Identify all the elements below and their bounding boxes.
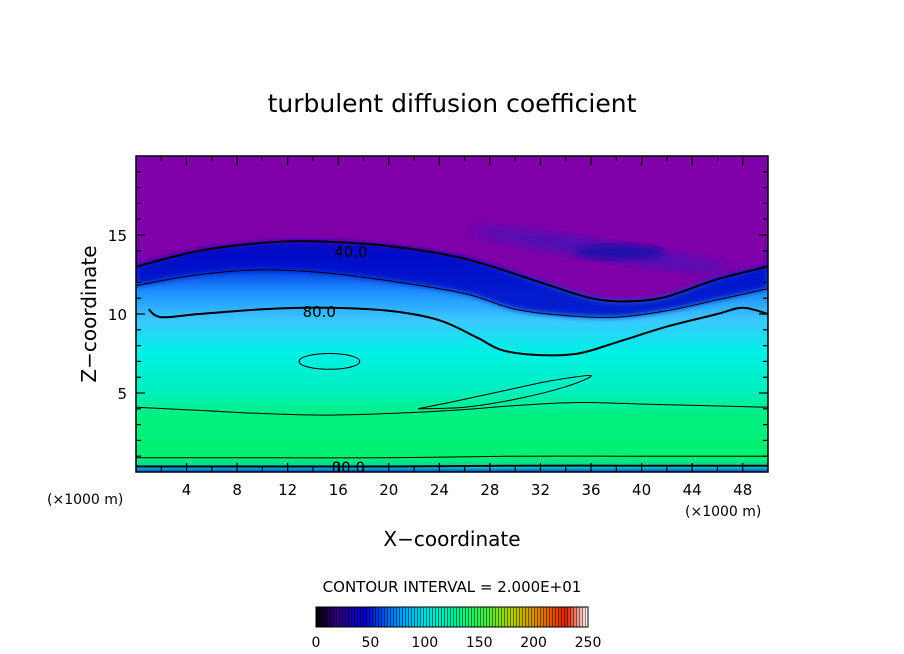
closed-contour-1 xyxy=(417,374,592,410)
colorbar: 0 50 100 150 200 250 xyxy=(312,606,602,651)
colorbar-tick-label: 50 xyxy=(361,635,379,651)
x-tick-label: 36 xyxy=(581,481,600,499)
x-tick-label: 32 xyxy=(531,481,550,499)
colorbar-tick-label: 100 xyxy=(411,635,438,651)
upper-blue-core xyxy=(575,245,665,259)
colorbar-tick-labels: 0 50 100 150 200 250 xyxy=(312,635,602,651)
x-tick-label: 40 xyxy=(632,481,651,499)
contour-line-3 xyxy=(136,401,768,416)
colorbar-tick-label: 250 xyxy=(575,635,602,651)
y-tick-labels: 5 10 15 xyxy=(108,227,127,403)
x-tick-label: 4 xyxy=(182,481,192,499)
contour-label-2: 80.0 xyxy=(332,458,365,476)
x-tick-label: 8 xyxy=(232,481,242,499)
plot-area xyxy=(136,156,768,472)
x-unit-label: (×1000 m) xyxy=(685,504,761,520)
colorbar-tick-label: 200 xyxy=(520,635,547,651)
y-tick-label: 5 xyxy=(117,385,127,403)
x-tick-label: 48 xyxy=(733,481,752,499)
closed-contour-0 xyxy=(298,353,361,370)
contour-line-1 xyxy=(136,269,768,318)
contour-label-1: 80.0 xyxy=(303,303,336,321)
x-tick-label: 16 xyxy=(329,481,348,499)
colorbar-tick-label: 150 xyxy=(466,635,493,651)
contour-line-0 xyxy=(136,240,768,303)
colorbar-frame xyxy=(315,606,589,628)
y-axis-label: Z−coordinate xyxy=(77,245,101,382)
field-wave-blue-band xyxy=(136,241,768,318)
contour-line-4 xyxy=(136,455,768,459)
colorbar-stripes xyxy=(316,607,588,627)
field-wave-shading xyxy=(136,156,768,302)
colorbar-tick-label: 0 xyxy=(312,635,321,651)
x-axis-label: X−coordinate xyxy=(383,527,520,551)
x-tick-label: 28 xyxy=(480,481,499,499)
contour-lines xyxy=(136,240,768,468)
axis-ticks xyxy=(136,156,768,472)
y-tick-label: 15 xyxy=(108,227,127,245)
contour-line-2 xyxy=(147,306,768,357)
y-tick-label: 10 xyxy=(108,306,127,324)
x-tick-label: 44 xyxy=(683,481,702,499)
contour-interval-text: CONTOUR INTERVAL = 2.000E+01 xyxy=(323,578,582,596)
chart-title: turbulent diffusion coefficient xyxy=(268,89,637,118)
y-unit-label: (×1000 m) xyxy=(47,492,123,508)
x-tick-label: 20 xyxy=(379,481,398,499)
x-tick-label: 24 xyxy=(430,481,449,499)
x-tick-label: 12 xyxy=(278,481,297,499)
contour-line-5 xyxy=(136,464,768,468)
contour-label-0: 40.0 xyxy=(334,243,367,261)
x-tick-labels: 4 8 12 16 20 24 28 32 36 40 44 48 xyxy=(182,481,752,499)
